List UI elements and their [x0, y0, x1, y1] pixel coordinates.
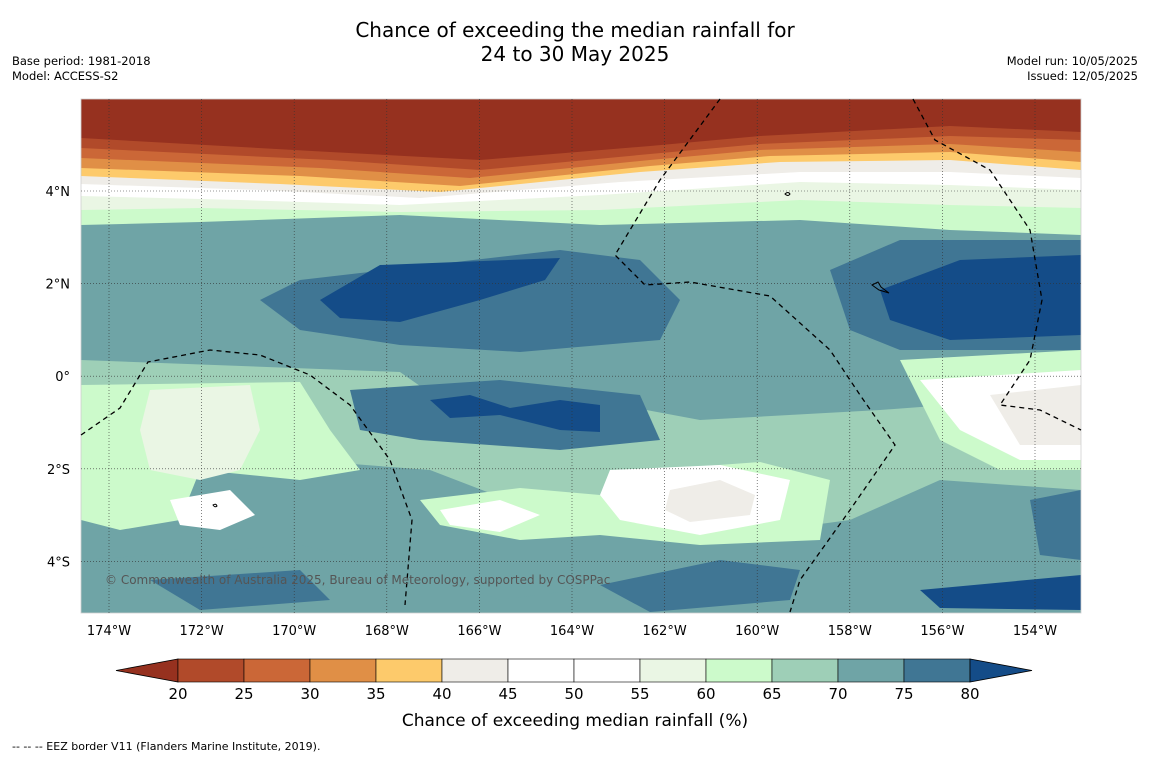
colorbar-title: Chance of exceeding median rainfall (%) — [402, 711, 748, 731]
island-outlines — [212, 192, 890, 508]
colorbar-tick-label: 40 — [432, 685, 451, 703]
field-55-60-southwest — [140, 385, 260, 480]
latitude-label: 0° — [55, 370, 70, 385]
field-above80-northeast — [880, 255, 1081, 340]
field-75-80-east-south — [1030, 490, 1081, 560]
eez-note: -- -- -- EEZ border V11 (Flanders Marine… — [12, 740, 321, 753]
colorbar-tick-label: 75 — [894, 685, 913, 703]
colorbar-tick-label: 20 — [168, 685, 187, 703]
base-period-text: Base period: 1981-2018 — [12, 54, 151, 68]
longitude-label: 160°W — [735, 624, 779, 639]
model-text: Model: ACCESS-S2 — [12, 69, 119, 83]
field-45-55-south-center — [440, 500, 540, 532]
meta-right: Model run: 10/05/2025 Issued: 12/05/2025 — [1007, 54, 1138, 84]
colorbar-bin — [639, 658, 707, 683]
longitude-label: 154°W — [1013, 624, 1057, 639]
longitude-label: 166°W — [457, 624, 501, 639]
longitude-label: 164°W — [550, 624, 594, 639]
rainfall-probability-field — [81, 99, 1081, 613]
colorbar-tick-label: 45 — [498, 685, 517, 703]
longitude-label: 158°W — [828, 624, 872, 639]
field-40-45-east — [990, 385, 1081, 445]
issued-text: Issued: 12/05/2025 — [1027, 69, 1138, 83]
map-title: Chance of exceeding the median rainfall … — [0, 18, 1150, 66]
colorbar-tick-label: 25 — [234, 685, 253, 703]
colorbar-tick-label: 30 — [300, 685, 319, 703]
copyright-text: © Commonwealth of Australia 2025, Bureau… — [105, 573, 610, 587]
latitude-label: 2°S — [47, 463, 70, 478]
map-frame — [80, 98, 1082, 614]
colorbar-bin — [441, 658, 509, 683]
colorbar-extend-low — [115, 658, 179, 683]
colorbar-bin — [573, 658, 641, 683]
colorbar-tick-label: 65 — [762, 685, 781, 703]
longitude-label: 162°W — [643, 624, 687, 639]
field-above80-southeast — [920, 575, 1081, 610]
colorbar-tick-label: 35 — [366, 685, 385, 703]
colorbar-bin — [705, 658, 773, 683]
title-line-1: Chance of exceeding the median rainfall … — [355, 18, 795, 42]
eez-border-dashed-line — [80, 98, 1082, 613]
field-40-45-central-south — [665, 480, 755, 522]
colorbar-bin — [309, 658, 377, 683]
colorbar-tick-label: 70 — [828, 685, 847, 703]
colorbar-tick-label: 60 — [696, 685, 715, 703]
meta-left: Base period: 1981-2018 Model: ACCESS-S2 — [12, 54, 151, 84]
colorbar: 20 25 30 35 40 45 50 55 60 65 70 75 80 — [115, 658, 1033, 703]
colorbar-tick-label: 50 — [564, 685, 583, 703]
field-65-70-south — [81, 360, 1081, 540]
field-45-55-southwest — [170, 490, 255, 530]
longitude-label: 174°W — [87, 624, 131, 639]
colorbar-tick-label: 55 — [630, 685, 649, 703]
field-below20-north — [81, 99, 1081, 160]
field-75-80-southwest — [150, 570, 330, 610]
longitude-axis-labels: 174°W 172°W 170°W 168°W 166°W 164°W 162°W 160°W… — [87, 624, 1057, 639]
colorbar-bin — [243, 658, 311, 683]
field-above80-equator — [430, 395, 600, 432]
latitude-label: 2°N — [46, 278, 71, 293]
longitude-label: 170°W — [272, 624, 316, 639]
colorbar-bin — [177, 658, 245, 683]
model-run-text: Model run: 10/05/2025 — [1006, 54, 1138, 68]
field-above80-north — [320, 258, 560, 322]
latitude-axis-labels: 4°N 2°N 0° 2°S 4°S — [46, 185, 71, 570]
title-line-2: 24 to 30 May 2025 — [480, 42, 670, 66]
latitude-label: 4°N — [46, 185, 71, 200]
field-70-75-southern-edge — [81, 545, 1081, 613]
longitude-label: 156°W — [920, 624, 964, 639]
colorbar-extend-high — [969, 658, 1033, 683]
colorbar-bin — [837, 658, 905, 683]
colorbar-bin — [507, 658, 575, 683]
colorbar-bin — [771, 658, 839, 683]
colorbar-bin — [903, 658, 971, 683]
field-75-80-south-center — [600, 560, 800, 612]
latitude-label: 4°S — [47, 555, 70, 570]
colorbar-bin — [375, 658, 443, 683]
colorbar-tick-label: 80 — [960, 685, 979, 703]
longitude-label: 168°W — [365, 624, 409, 639]
longitude-label: 172°W — [180, 624, 224, 639]
